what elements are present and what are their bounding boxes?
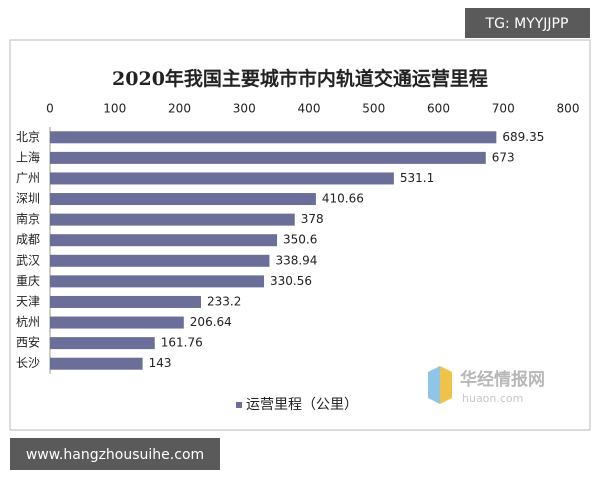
site-text: www.hangzhousuihe.com (26, 447, 204, 463)
x-tick-label: 600 (427, 102, 450, 116)
tag-box (465, 8, 590, 38)
y-tick-label: 天津 (16, 294, 40, 308)
bar (50, 316, 184, 329)
bar (50, 337, 155, 350)
x-tick-label: 300 (233, 102, 256, 116)
x-tick-label: 800 (557, 102, 580, 116)
y-tick-label: 重庆 (16, 274, 40, 288)
logo-icon (428, 366, 440, 404)
y-tick-label: 北京 (16, 130, 40, 144)
y-tick-label: 深圳 (16, 192, 40, 206)
bar (50, 151, 486, 164)
bar (50, 295, 201, 308)
chart-title: 2020年我国主要城市市内轨道交通运营里程 (112, 67, 488, 90)
x-tick-label: 200 (168, 102, 191, 116)
y-tick-label: 武汉 (16, 253, 40, 267)
data-label: 161.76 (161, 336, 203, 350)
legend-label: 运营里程（公里） (246, 397, 358, 413)
bar (50, 357, 143, 370)
x-tick-label: 700 (492, 102, 515, 116)
bar (50, 131, 497, 144)
bar (50, 234, 278, 247)
data-label: 378 (301, 212, 324, 226)
logo-icon (440, 366, 452, 404)
bar (50, 172, 394, 185)
logo-url: huaon.com (462, 392, 523, 405)
y-tick-label: 南京 (16, 211, 40, 226)
data-label: 330.56 (270, 274, 312, 288)
data-label: 206.64 (190, 315, 232, 329)
data-label: 143 (149, 356, 172, 370)
data-label: 233.2 (207, 294, 241, 308)
bar (50, 193, 316, 206)
y-tick-label: 成都 (16, 233, 40, 247)
data-label: 350.6 (283, 233, 317, 247)
x-tick-label: 400 (298, 102, 321, 116)
data-label: 338.94 (275, 253, 317, 267)
bar (50, 213, 295, 226)
bar (50, 275, 265, 288)
y-tick-label: 杭州 (16, 314, 40, 329)
x-tick-label: 100 (103, 102, 126, 116)
data-label: 673 (492, 150, 515, 164)
data-label: 689.35 (502, 130, 544, 144)
legend-swatch (236, 402, 242, 408)
y-tick-label: 上海 (16, 149, 40, 164)
tag-text: TG: MYYJJPP (485, 16, 569, 32)
bar (50, 254, 270, 267)
y-tick-label: 长沙 (16, 356, 40, 370)
site-box (10, 438, 220, 470)
x-tick-label: 0 (46, 102, 54, 116)
logo-name: 华经情报网 (460, 369, 545, 390)
data-label: 531.1 (400, 171, 434, 185)
y-tick-label: 西安 (16, 335, 40, 350)
y-tick-label: 广州 (16, 171, 40, 185)
x-tick-label: 500 (362, 102, 385, 116)
data-label: 410.66 (322, 192, 364, 206)
